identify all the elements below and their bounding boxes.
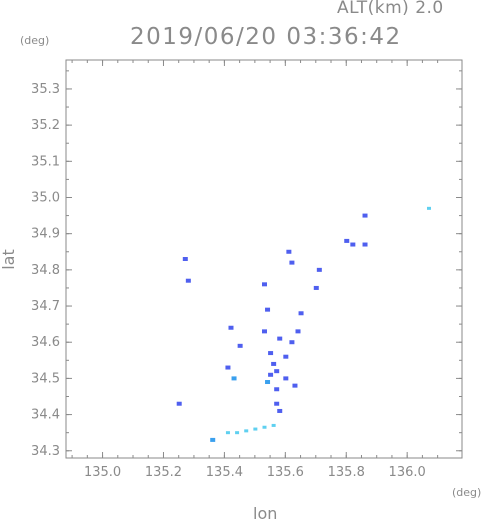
- radar-echo: [274, 369, 280, 374]
- radar-echo: [362, 213, 368, 218]
- radar-echo: [298, 311, 304, 316]
- y-tick-label: 35.2: [31, 118, 60, 133]
- radar-echo: [265, 380, 271, 385]
- y-tick-label: 35.1: [31, 154, 60, 169]
- radar-echo: [228, 325, 234, 330]
- radar-echo: [286, 249, 292, 254]
- radar-echo: [277, 336, 283, 341]
- radar-echo: [235, 431, 240, 435]
- x-tick-label: 135.4: [206, 465, 243, 480]
- radar-echo: [295, 329, 301, 334]
- y-tick-label: 34.3: [31, 444, 60, 459]
- radar-echo: [231, 376, 237, 381]
- radar-echo: [362, 242, 368, 247]
- altitude-label: ALT(km) 2.0: [337, 0, 444, 18]
- radar-echo: [253, 427, 258, 431]
- y-unit-label: (deg): [20, 34, 50, 47]
- radar-echo: [274, 387, 280, 392]
- x-tick-label: 135.2: [145, 465, 182, 480]
- radar-echo: [225, 431, 230, 435]
- radar-echo: [265, 307, 271, 312]
- radar-echo: [313, 285, 319, 290]
- radar-echo: [289, 260, 295, 265]
- y-tick-label: 34.6: [31, 335, 60, 350]
- radar-echo: [262, 425, 267, 429]
- radar-echo: [426, 206, 431, 210]
- radar-echo: [185, 278, 191, 283]
- radar-echo: [316, 267, 322, 272]
- y-tick-label: 34.9: [31, 227, 60, 242]
- x-tick-label: 135.6: [267, 465, 304, 480]
- y-tick-label: 34.7: [31, 299, 60, 314]
- radar-echo: [244, 429, 249, 433]
- radar-echo: [237, 343, 243, 348]
- y-tick-label: 35.0: [31, 190, 60, 205]
- x-tick-label: 135.0: [84, 465, 121, 480]
- radar-echo: [262, 329, 267, 334]
- radar-echo: [262, 282, 267, 287]
- radar-echo: [268, 351, 274, 356]
- radar-echo: [350, 242, 356, 247]
- x-tick-label: 135.8: [328, 465, 365, 480]
- x-axis-label: lon: [253, 504, 278, 523]
- y-tick-label: 34.4: [31, 408, 60, 423]
- y-tick-label: 35.3: [31, 82, 60, 97]
- radar-echo: [274, 401, 280, 406]
- plot-frame: [65, 59, 463, 459]
- timestamp: 2019/06/20 03:36:42: [130, 24, 402, 50]
- radar-echo: [176, 401, 182, 406]
- radar-echo: [283, 376, 289, 381]
- radar-echo: [289, 340, 295, 345]
- radar-echo: [210, 437, 216, 442]
- radar-echo: [292, 383, 298, 388]
- x-unit-label: (deg): [452, 486, 482, 499]
- radar-echo: [271, 423, 276, 427]
- radar-echo: [182, 257, 188, 261]
- x-tick-label: 136.0: [389, 465, 426, 480]
- radar-echo: [344, 238, 350, 243]
- radar-echo: [271, 361, 277, 366]
- radar-echo: [283, 354, 289, 359]
- y-tick-label: 34.8: [31, 263, 60, 278]
- radar-echo: [277, 408, 283, 413]
- y-tick-label: 34.5: [31, 371, 60, 386]
- radar-echo: [268, 372, 274, 377]
- radar-echo: [225, 365, 231, 370]
